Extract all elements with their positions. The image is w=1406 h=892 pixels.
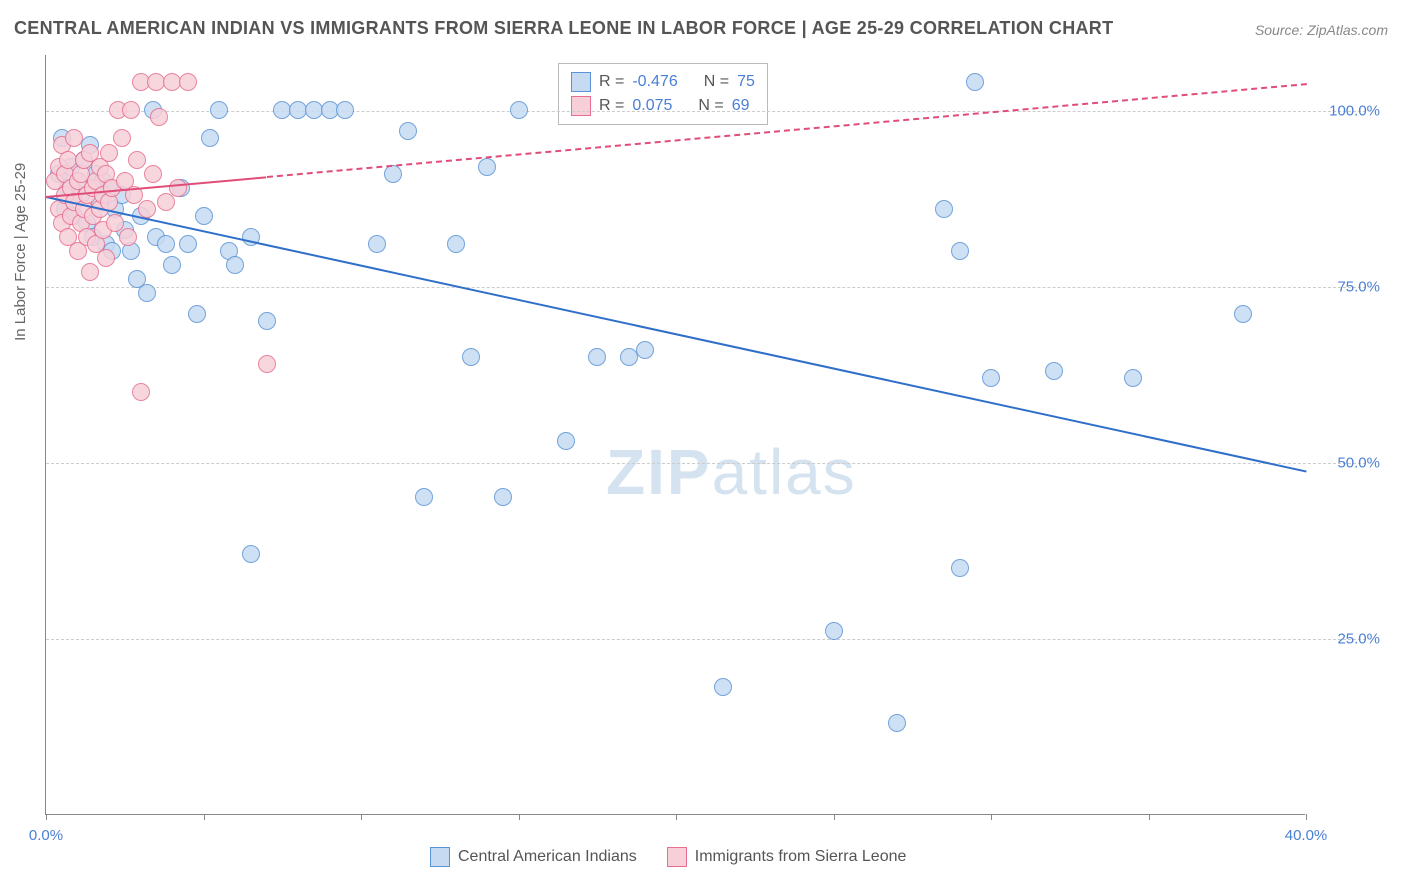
- legend-n-value: 75: [737, 73, 755, 91]
- scatter-point: [65, 129, 83, 147]
- x-tick: [204, 814, 205, 820]
- scatter-point: [462, 348, 480, 366]
- legend-swatch: [667, 847, 687, 867]
- gridline: [46, 287, 1366, 288]
- scatter-point: [150, 108, 168, 126]
- scatter-point: [138, 200, 156, 218]
- y-tick-label: 100.0%: [1320, 103, 1380, 120]
- trend-line: [46, 196, 1306, 472]
- x-tick: [361, 814, 362, 820]
- scatter-point: [195, 207, 213, 225]
- scatter-point: [138, 284, 156, 302]
- legend-row: R = -0.476 N = 75: [571, 70, 755, 94]
- scatter-point: [97, 249, 115, 267]
- scatter-point: [157, 235, 175, 253]
- gridline: [46, 111, 1366, 112]
- x-tick: [46, 814, 47, 820]
- x-tick: [834, 814, 835, 820]
- scatter-point: [188, 305, 206, 323]
- scatter-point: [169, 179, 187, 197]
- x-tick: [1306, 814, 1307, 820]
- legend-label: Central American Indians: [458, 848, 637, 866]
- legend-swatch: [430, 847, 450, 867]
- scatter-point: [399, 122, 417, 140]
- trend-line: [266, 83, 1306, 178]
- scatter-point: [1124, 369, 1142, 387]
- scatter-point: [447, 235, 465, 253]
- scatter-point: [157, 193, 175, 211]
- scatter-point: [636, 341, 654, 359]
- scatter-point: [201, 129, 219, 147]
- scatter-point: [122, 101, 140, 119]
- scatter-point: [825, 622, 843, 640]
- correlation-legend: R =-0.476N =75R =0.075N =69: [558, 63, 768, 125]
- scatter-point: [951, 559, 969, 577]
- scatter-point: [510, 101, 528, 119]
- legend-n-label: N =: [704, 73, 729, 91]
- y-tick-label: 50.0%: [1320, 455, 1380, 472]
- legend-r-value: 0.075: [632, 97, 672, 115]
- x-tick: [1149, 814, 1150, 820]
- legend-r-label: R =: [599, 97, 624, 115]
- chart-title: CENTRAL AMERICAN INDIAN VS IMMIGRANTS FR…: [14, 18, 1113, 39]
- legend-swatch: [571, 96, 591, 116]
- gridline: [46, 463, 1366, 464]
- series-legend: Central American Indians Immigrants from …: [430, 847, 906, 867]
- scatter-point: [714, 678, 732, 696]
- scatter-point: [966, 73, 984, 91]
- scatter-point: [163, 256, 181, 274]
- scatter-point: [210, 101, 228, 119]
- scatter-point: [557, 432, 575, 450]
- scatter-point: [258, 312, 276, 330]
- y-tick-label: 75.0%: [1320, 279, 1380, 296]
- legend-item: Central American Indians: [430, 847, 637, 867]
- scatter-point: [336, 101, 354, 119]
- scatter-point: [113, 129, 131, 147]
- scatter-point: [144, 165, 162, 183]
- legend-row: R = 0.075 N = 69: [571, 94, 755, 118]
- x-tick: [519, 814, 520, 820]
- legend-item: Immigrants from Sierra Leone: [667, 847, 907, 867]
- scatter-point: [1045, 362, 1063, 380]
- scatter-point: [242, 545, 260, 563]
- x-tick: [991, 814, 992, 820]
- chart-plot-area: ZIPatlas R =-0.476N =75R =0.075N =69 25.…: [45, 55, 1305, 815]
- scatter-point: [494, 488, 512, 506]
- y-axis-label: In Labor Force | Age 25-29: [12, 163, 29, 341]
- watermark: ZIPatlas: [606, 435, 857, 509]
- scatter-point: [119, 228, 137, 246]
- y-tick-label: 25.0%: [1320, 631, 1380, 648]
- legend-swatch: [571, 72, 591, 92]
- scatter-point: [982, 369, 1000, 387]
- scatter-point: [100, 144, 118, 162]
- scatter-point: [226, 256, 244, 274]
- gridline: [46, 639, 1366, 640]
- legend-r-value: -0.476: [632, 73, 677, 91]
- scatter-point: [128, 151, 146, 169]
- scatter-point: [415, 488, 433, 506]
- legend-r-label: R =: [599, 73, 624, 91]
- scatter-point: [478, 158, 496, 176]
- legend-n-value: 69: [732, 97, 750, 115]
- scatter-point: [179, 73, 197, 91]
- scatter-point: [258, 355, 276, 373]
- x-tick: [676, 814, 677, 820]
- x-tick-label: 0.0%: [29, 827, 63, 844]
- scatter-point: [1234, 305, 1252, 323]
- scatter-point: [132, 383, 150, 401]
- scatter-point: [368, 235, 386, 253]
- scatter-point: [81, 263, 99, 281]
- scatter-point: [888, 714, 906, 732]
- scatter-point: [588, 348, 606, 366]
- legend-n-label: N =: [698, 97, 723, 115]
- source-attribution: Source: ZipAtlas.com: [1255, 22, 1388, 38]
- x-tick-label: 40.0%: [1285, 827, 1328, 844]
- scatter-point: [179, 235, 197, 253]
- legend-label: Immigrants from Sierra Leone: [695, 848, 907, 866]
- scatter-point: [935, 200, 953, 218]
- scatter-point: [951, 242, 969, 260]
